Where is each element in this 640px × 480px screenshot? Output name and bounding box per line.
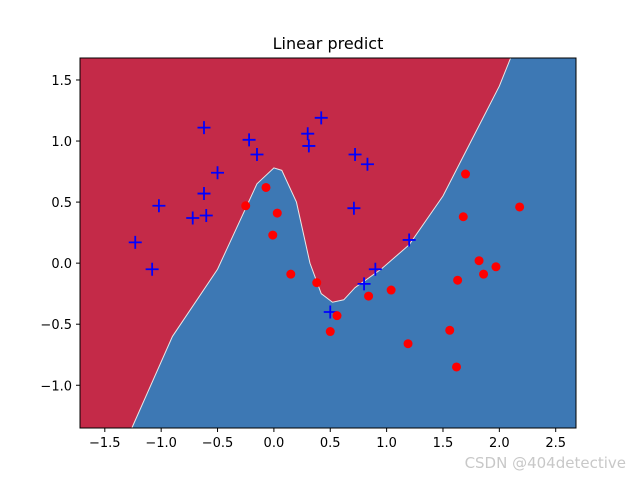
plus-point <box>199 209 213 223</box>
plus-point <box>348 147 362 161</box>
circle-point <box>312 278 322 288</box>
y-tick-label: 1.5 <box>51 74 72 89</box>
plus-point <box>197 121 211 135</box>
plus-point <box>250 147 264 161</box>
circle-point <box>286 269 296 279</box>
x-tick-label: 1.5 <box>433 436 454 451</box>
plus-point <box>314 111 328 125</box>
y-tick-label: −0.5 <box>40 318 72 333</box>
circle-point <box>386 285 396 295</box>
circle-point <box>272 208 282 218</box>
y-tick-label: 0.5 <box>51 196 72 211</box>
x-tick-label: 1.0 <box>376 436 397 451</box>
plus-point <box>211 166 225 180</box>
circle-point <box>474 256 484 266</box>
plus-point <box>402 233 416 247</box>
circle-point <box>452 362 462 372</box>
plus-point <box>357 277 371 291</box>
circle-point <box>325 327 335 337</box>
circle-point <box>268 230 278 240</box>
y-tick-label: 1.0 <box>51 135 72 150</box>
y-tick-label: −1.0 <box>40 379 72 394</box>
circle-point <box>261 182 271 192</box>
chart-title: Linear predict <box>273 34 384 53</box>
axes-frame <box>79 57 577 429</box>
plus-point <box>242 133 256 147</box>
circle-point <box>458 212 468 222</box>
plus-point <box>186 211 200 225</box>
x-tick-label: −1.5 <box>89 436 121 451</box>
watermark: CSDN @404detective <box>464 454 626 472</box>
plot-area: −1.5 −1.0 −0.5 0.0 0.5 1.0 1.5 2.0 2.5 −1.0 −0.5 0.… <box>40 57 577 451</box>
plus-point <box>368 262 382 276</box>
plus-point <box>301 127 315 141</box>
decision-region-upper <box>80 58 511 428</box>
circle-point <box>479 269 489 279</box>
circle-point <box>461 169 471 179</box>
circle-point <box>332 311 342 321</box>
plus-point <box>128 235 142 249</box>
circle-point <box>364 291 374 301</box>
plus-point <box>145 262 159 276</box>
x-tick-label: −0.5 <box>202 436 234 451</box>
plus-point <box>197 187 211 201</box>
x-tick-label: 2.0 <box>489 436 510 451</box>
circle-point <box>515 202 525 212</box>
x-tick-label: −1.0 <box>145 436 177 451</box>
plus-point <box>360 157 374 171</box>
x-tick-label: 0.5 <box>320 436 341 451</box>
plus-point <box>347 201 361 215</box>
circle-point <box>403 339 413 349</box>
circle-point <box>445 325 455 335</box>
plus-point <box>302 139 316 153</box>
circle-point <box>491 262 501 272</box>
x-tick-label: 2.5 <box>545 436 566 451</box>
plus-point <box>152 199 166 213</box>
circle-point <box>453 275 463 285</box>
circle-point <box>241 201 251 211</box>
y-tick-label: 0.0 <box>51 257 72 272</box>
decision-boundary <box>131 57 512 429</box>
x-tick-label: 0.0 <box>264 436 285 451</box>
